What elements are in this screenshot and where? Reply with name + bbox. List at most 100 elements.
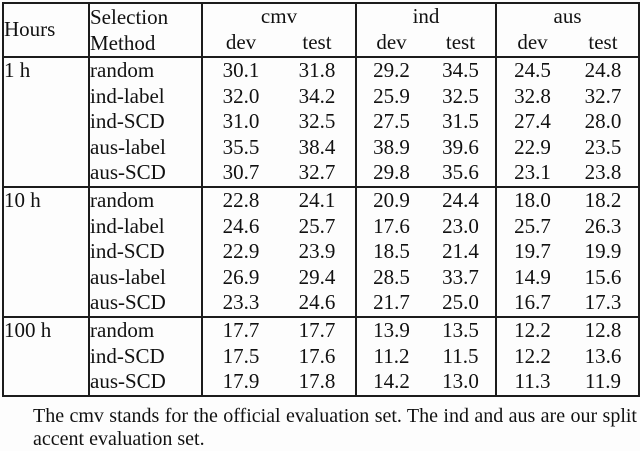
score-cell: 29.4	[279, 264, 357, 291]
score-cell: 12.2	[514, 317, 551, 342]
score-cell: 32.8	[514, 83, 551, 108]
table-row: aus-SCD 17.9 17.8 14.2 13.0 11.3 11.9	[3, 369, 639, 396]
results-table: Hours Selection Method cmv ind aus dev t…	[2, 2, 640, 397]
score-cell: 13.9	[373, 317, 410, 342]
table-row: 100 h random 17.7 17.7 13.9 13.5 12.2 12…	[3, 316, 639, 396]
header-aus-dev: dev	[517, 30, 548, 55]
score-cell: 35.5	[222, 134, 260, 159]
header-ind-test: test	[426, 30, 497, 57]
score-cell: 23.1	[514, 160, 551, 185]
score-cell: 26.9	[222, 264, 260, 289]
score-cell: 23.0	[426, 213, 497, 240]
score-cell: 13.5	[426, 316, 497, 344]
table-row: ind-label 24.6 25.7 17.6 23.0 25.7 26.3	[3, 213, 639, 240]
score-cell: 32.7	[279, 160, 357, 187]
header-selection-line2: Method	[90, 31, 156, 55]
table-row: ind-SCD 22.9 23.9 18.5 21.4 19.7 19.9	[3, 239, 639, 265]
score-cell: 27.5	[373, 109, 410, 134]
block-100h: 100 h random 17.7 17.7 13.9 13.5 12.2 12…	[3, 316, 639, 396]
score-cell: 24.8	[584, 58, 622, 82]
score-cell: 39.6	[426, 134, 497, 161]
score-cell: 20.9	[373, 187, 410, 212]
hours-label: 100 h	[3, 316, 90, 396]
score-cell: 21.7	[373, 290, 410, 315]
score-cell: 23.9	[279, 239, 357, 265]
table-row: aus-SCD 23.3 24.6 21.7 25.0 16.7 17.3	[3, 290, 639, 317]
score-cell: 34.2	[279, 83, 357, 110]
score-cell: 12.2	[514, 343, 551, 368]
score-cell: 32.0	[222, 83, 260, 108]
score-cell: 25.9	[373, 83, 410, 108]
score-cell: 30.7	[222, 160, 260, 185]
score-cell: 16.7	[514, 290, 551, 315]
score-cell: 19.9	[584, 239, 622, 264]
score-cell: 32.5	[279, 109, 357, 135]
table-row: ind-SCD 17.5 17.6 11.2 11.5 12.2 13.6	[3, 343, 639, 370]
score-cell: 17.6	[279, 343, 357, 370]
method-cell: random	[89, 316, 203, 344]
score-cell: 28.0	[584, 109, 622, 134]
header-row-groups: Hours Selection Method cmv ind aus	[3, 3, 639, 57]
header-ind-dev: dev	[376, 30, 407, 55]
table-row: 10 h random 22.8 24.1 20.9 24.4 18.0 18.…	[3, 186, 639, 317]
score-cell: 23.8	[584, 160, 622, 185]
score-cell: 28.5	[373, 264, 410, 289]
score-cell: 17.7	[279, 316, 357, 344]
score-cell: 30.1	[222, 58, 260, 82]
score-cell: 14.2	[373, 369, 410, 394]
score-cell: 31.8	[279, 57, 357, 84]
score-cell: 34.5	[426, 57, 497, 84]
method-cell: aus-SCD	[89, 290, 203, 317]
score-cell: 22.9	[222, 239, 260, 264]
score-cell: 22.9	[514, 134, 551, 159]
method-cell: aus-label	[89, 134, 203, 161]
score-cell: 18.2	[584, 187, 622, 212]
header-selection-method: Selection Method	[89, 3, 203, 57]
score-cell: 24.6	[222, 213, 260, 238]
method-cell: ind-SCD	[89, 109, 203, 135]
score-cell: 17.5	[222, 343, 260, 368]
method-cell: ind-label	[89, 213, 203, 240]
header-group-aus: aus	[553, 4, 582, 29]
table-row: aus-SCD 30.7 32.7 29.8 35.6 23.1 23.8	[3, 160, 639, 187]
score-cell: 23.3	[222, 290, 260, 315]
score-cell: 22.8	[222, 187, 260, 212]
method-cell: aus-SCD	[89, 369, 203, 396]
block-1h: 1 h random 30.1 31.8 29.2 34.5 24.5 24.8…	[3, 57, 639, 187]
score-cell: 13.0	[426, 369, 497, 396]
score-cell: 21.4	[426, 239, 497, 265]
score-cell: 11.3	[514, 369, 551, 394]
score-cell: 35.6	[426, 160, 497, 187]
score-cell: 27.4	[514, 109, 551, 134]
score-cell: 38.4	[279, 134, 357, 161]
header-group-cmv: cmv	[202, 3, 357, 30]
score-cell: 11.2	[373, 343, 410, 368]
score-cell: 15.6	[584, 264, 622, 289]
table-row: ind-SCD 31.0 32.5 27.5 31.5 27.4 28.0	[3, 109, 639, 135]
score-cell: 13.6	[584, 343, 622, 368]
table-caption: The cmv stands for the official evaluati…	[33, 404, 637, 450]
block-10h: 10 h random 22.8 24.1 20.9 24.4 18.0 18.…	[3, 186, 639, 317]
score-cell: 25.7	[279, 213, 357, 240]
score-cell: 32.7	[584, 83, 622, 108]
header-group-ind: ind	[356, 3, 497, 30]
method-cell: random	[89, 57, 203, 84]
table-row: aus-label 26.9 29.4 28.5 33.7 14.9 15.6	[3, 264, 639, 291]
score-cell: 14.9	[514, 264, 551, 289]
header-hours: Hours	[3, 3, 90, 57]
header-aus-test: test	[588, 30, 618, 55]
score-cell: 31.5	[426, 109, 497, 135]
score-cell: 33.7	[426, 264, 497, 291]
method-cell: ind-label	[89, 83, 203, 110]
score-cell: 24.6	[279, 290, 357, 317]
score-cell: 32.5	[426, 83, 497, 110]
score-cell: 25.7	[514, 213, 551, 238]
hours-label: 10 h	[3, 186, 90, 317]
score-cell: 24.4	[426, 186, 497, 214]
score-cell: 38.9	[373, 134, 410, 159]
score-cell: 17.9	[222, 369, 260, 394]
table-row: aus-label 35.5 38.4 38.9 39.6 22.9 23.5	[3, 134, 639, 161]
score-cell: 25.0	[426, 290, 497, 317]
table-row: ind-label 32.0 34.2 25.9 32.5 32.8 32.7	[3, 83, 639, 110]
header-cmv-dev: dev	[225, 30, 257, 55]
